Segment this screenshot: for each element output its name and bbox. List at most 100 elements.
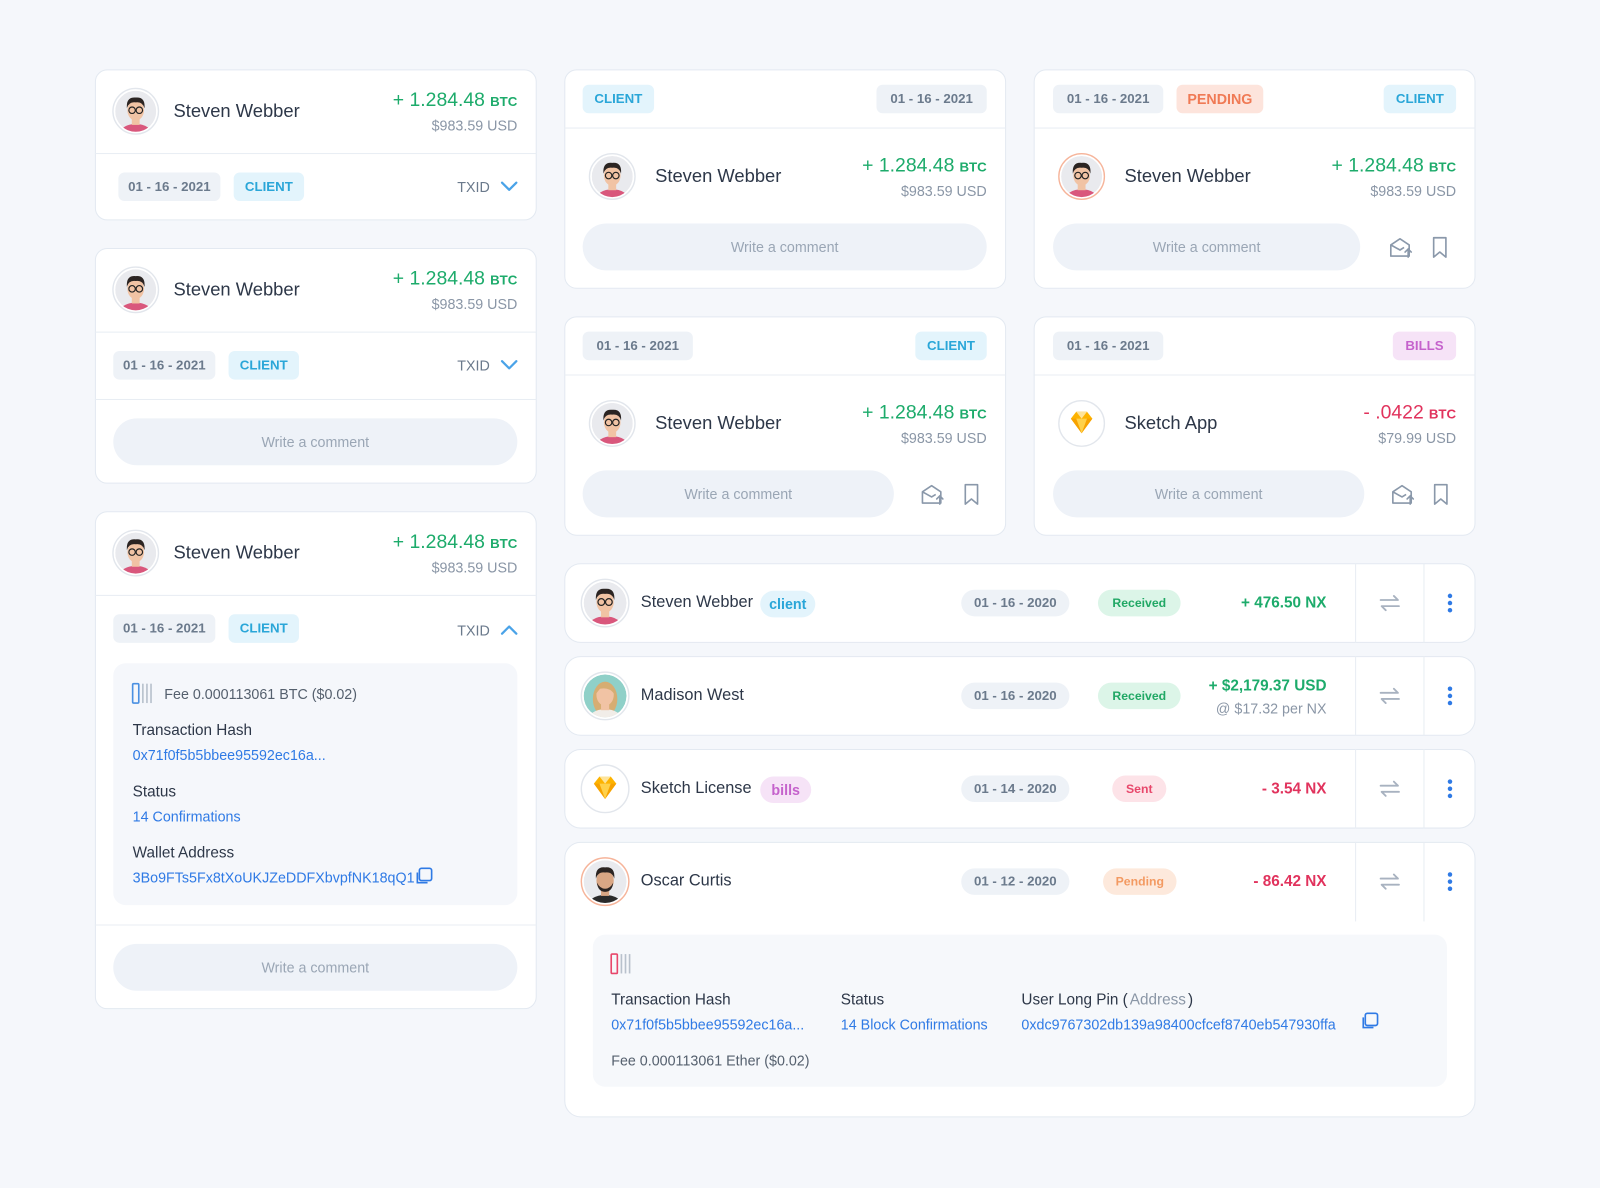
label: Status (132, 783, 177, 801)
circle-shape (1447, 786, 1453, 792)
circle-shape (135, 285, 144, 293)
polygon-shape (1076, 418, 1088, 434)
txid-toggle[interactable]: TXID (457, 357, 490, 374)
share-icon[interactable] (1390, 482, 1415, 506)
details-box (113, 663, 518, 906)
more-icon-svg (1447, 779, 1453, 799)
bookmark-icon[interactable] (959, 482, 983, 506)
avatar (1058, 153, 1106, 200)
label: Status (840, 991, 885, 1009)
copy-icon[interactable] (1360, 1012, 1379, 1029)
more-icon-svg (1447, 593, 1453, 613)
date-pill: 01 - 16 - 2021 (582, 331, 693, 361)
comment-input[interactable]: Write a comment (582, 223, 987, 271)
rect-shape (418, 867, 433, 882)
circle-shape (1074, 171, 1082, 180)
share-icon[interactable] (919, 482, 944, 506)
divider (94, 331, 537, 333)
path-shape (126, 539, 145, 551)
comment-input[interactable]: Write a comment (582, 470, 894, 518)
more-icon[interactable] (1447, 686, 1453, 706)
more-icon[interactable] (1447, 871, 1453, 892)
avatar-svg (580, 764, 630, 814)
avatar-svg (1058, 399, 1106, 447)
txid-toggle[interactable]: TXID (457, 178, 490, 195)
swap-icon[interactable] (1378, 871, 1402, 891)
amount-value: + 1.284.48 (392, 531, 485, 554)
barcode-icon (610, 952, 634, 976)
circle-shape (1447, 593, 1453, 599)
amount-unit: BTC (490, 535, 518, 552)
comment-input[interactable]: Write a comment (1053, 223, 1361, 271)
label: User Long Pin (Address) (1021, 991, 1193, 1008)
txid-toggle[interactable]: TXID (457, 622, 490, 639)
circle-shape (135, 106, 144, 115)
date-pill: 01 - 16 - 2021 (113, 614, 216, 643)
comment-input[interactable]: Write a comment (113, 418, 518, 466)
copy-icon[interactable] (414, 867, 433, 884)
amount-unit: BTC (1428, 159, 1457, 175)
status-pill: PENDING (1176, 84, 1264, 114)
label: Transaction Hash (611, 991, 731, 1009)
tag-pill: BILLS (1392, 331, 1457, 361)
swap-icon[interactable] (1378, 779, 1402, 799)
status-pill: Received (1097, 682, 1181, 710)
circle-shape (1081, 171, 1090, 180)
amount-value: - .0422 (1363, 402, 1424, 424)
comment-input[interactable]: Write a comment (113, 943, 518, 991)
swap-icon[interactable] (1378, 686, 1402, 706)
path-shape (126, 276, 145, 287)
path-shape (126, 97, 145, 109)
link[interactable]: 0x71f0f5b5bbee95592ec16a... (132, 746, 326, 764)
usd-amount: $983.59 USD (1370, 182, 1457, 199)
divider (1423, 656, 1425, 736)
amount-unit: BTC (959, 406, 987, 422)
ellipse-shape (119, 123, 153, 132)
link[interactable]: 0xdc9767302db139a98400cfcef8740eb547930f… (1021, 1016, 1336, 1033)
chevron[interactable] (500, 179, 518, 194)
fee: Fee 0.000113061 BTC ($0.02) (164, 685, 358, 703)
rect-shape (131, 117, 140, 125)
more-icon-svg (1447, 872, 1453, 892)
amount-value: + 1.284.48 (862, 155, 955, 177)
chevron[interactable] (500, 622, 518, 637)
polyline-shape (500, 181, 518, 191)
chevron[interactable] (500, 357, 518, 372)
amount-unit: BTC (490, 272, 518, 288)
usd-amount: $983.59 USD (900, 182, 987, 199)
avatar-svg (1058, 153, 1106, 200)
avatar-image (1062, 403, 1102, 444)
tag-pill: client (760, 590, 816, 618)
usd-amount: $983.59 USD (900, 429, 987, 446)
date-pill: 01 - 16 - 2021 (118, 172, 221, 202)
divider (1355, 841, 1357, 922)
path-shape (1433, 483, 1448, 505)
swap-icon[interactable] (1378, 593, 1402, 613)
status-pill: Received (1097, 589, 1181, 617)
avatar (112, 529, 160, 577)
bookmark-icon[interactable] (1428, 235, 1452, 259)
path-shape (595, 588, 615, 600)
more-icon[interactable] (1447, 593, 1453, 613)
name: Steven Webber (173, 542, 300, 563)
bookmark-icon[interactable] (1429, 482, 1453, 506)
polygon-shape (599, 776, 611, 784)
label: Transaction Hash (132, 721, 253, 740)
more-icon[interactable] (1447, 779, 1453, 799)
divider (94, 153, 537, 155)
share-icon[interactable] (1388, 235, 1413, 259)
comment-input[interactable]: Write a comment (1053, 470, 1365, 518)
tag-pill: CLIENT (582, 84, 655, 114)
link[interactable]: 0x71f0f5b5bbee95592ec16a... (611, 1016, 805, 1033)
avatar-svg (112, 529, 160, 577)
circle-shape (128, 106, 136, 115)
link[interactable]: 3Bo9FTs5Fx8tXoUKJZeDDFXbvpfNK18qQ1 (132, 869, 415, 886)
rect-shape (601, 609, 610, 618)
path-shape (1072, 162, 1091, 174)
divider (1355, 656, 1357, 736)
amount: + 1.284.48 BTC (862, 155, 987, 177)
avatar (580, 578, 630, 628)
polygon-shape (1076, 411, 1088, 419)
barcode-icon-svg (610, 953, 631, 975)
